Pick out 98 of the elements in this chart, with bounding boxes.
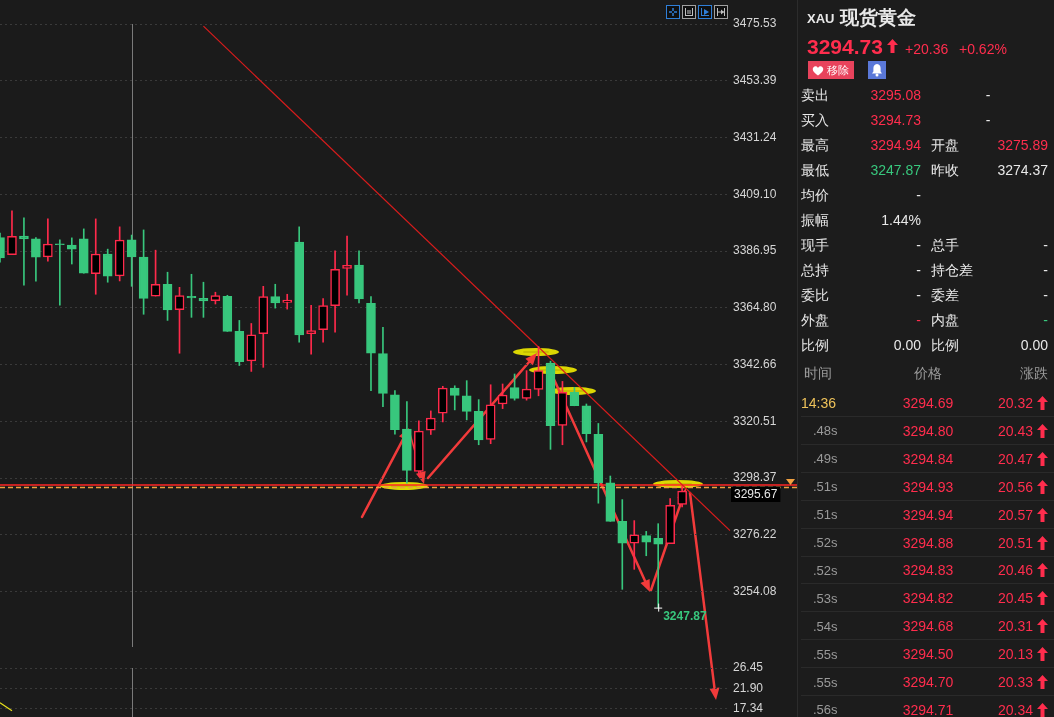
text: - (916, 311, 921, 329)
text: 比例 (931, 336, 959, 354)
text: 3294.88 (902, 533, 954, 552)
text: 买入 (801, 111, 829, 129)
text: 3294.80 (902, 421, 954, 440)
text: .48s (813, 422, 838, 440)
text: 3294.50 (902, 645, 954, 664)
text: 3247.87 (870, 161, 921, 179)
text: 0.00 (1020, 336, 1048, 354)
text: 20.46 (997, 561, 1033, 580)
text: 20.56 (997, 477, 1033, 496)
text: 持仓差 (931, 261, 973, 279)
text: +20.36 (905, 40, 949, 58)
y-tick-label: 3409.10 (733, 186, 777, 201)
text: .51s (813, 506, 838, 524)
text: 3275.89 (997, 136, 1048, 154)
text: 昨收 (931, 161, 959, 179)
text: 最高 (801, 136, 829, 154)
text: 3295.08 (870, 86, 921, 104)
text: 20.34 (997, 700, 1033, 717)
text: .55s (813, 673, 838, 691)
text: 价格 (914, 364, 942, 382)
ref-line-label: 3295.67 (734, 486, 778, 501)
text: 3294.94 (902, 505, 954, 524)
text: 20.57 (997, 505, 1033, 524)
text: 3294.68 (902, 617, 954, 636)
text: 20.31 (997, 617, 1033, 636)
text: 20.47 (997, 449, 1033, 468)
text: .54s (813, 617, 838, 635)
text: 现手 (801, 236, 829, 254)
text: 3294.70 (902, 673, 954, 691)
text: - (1043, 286, 1048, 304)
text: 20.32 (997, 394, 1033, 412)
text: 委比 (801, 286, 829, 304)
text: - (1043, 236, 1048, 254)
text: 内盘 (931, 311, 959, 329)
remove-button: 移除 (808, 61, 854, 79)
text: - (1043, 311, 1048, 329)
y-tick-label: 3320.51 (733, 413, 777, 428)
text: 振幅 (801, 211, 829, 229)
text: .53s (813, 589, 838, 607)
text: 20.51 (997, 533, 1033, 552)
text: 现货黄金 (840, 5, 916, 30)
text: 开盘 (931, 136, 959, 154)
text: 20.45 (997, 589, 1033, 608)
y-tick-label: 3453.39 (733, 73, 777, 88)
text: 3294.69 (902, 394, 954, 412)
text: 均价 (801, 186, 829, 204)
text: 比例 (801, 336, 829, 354)
text: .51s (813, 478, 838, 496)
text: - (916, 186, 921, 204)
text: 总持 (801, 261, 829, 279)
text: 3294.73 (807, 33, 883, 60)
y-tick-label: 3276.22 (733, 527, 777, 542)
text: 20.13 (997, 645, 1033, 664)
text: 14:36 (801, 394, 837, 412)
text: 时间 (804, 364, 832, 382)
text: 3274.37 (997, 161, 1048, 179)
y-tick-label: 3475.53 (733, 16, 777, 31)
text: 涨跌 (1020, 364, 1048, 382)
text: 20.43 (997, 421, 1033, 440)
text: XAU (807, 9, 835, 27)
text: - (985, 86, 991, 104)
text: 1.44% (881, 211, 921, 229)
text: 最低 (801, 161, 829, 179)
text: 外盘 (801, 311, 829, 329)
y-tick-label: 3364.80 (733, 300, 777, 315)
y-tick-label: 3431.24 (733, 129, 777, 144)
y-tick-label: 3342.66 (733, 356, 777, 371)
text: 3294.71 (902, 700, 954, 717)
text: .56s (813, 701, 838, 717)
text: - (985, 111, 991, 129)
text: - (1043, 261, 1048, 279)
text: - (916, 261, 921, 279)
text: .52s (813, 561, 838, 579)
y-tick-label: 3386.95 (733, 243, 777, 258)
text: .49s (813, 450, 838, 468)
text: .52s (813, 534, 838, 551)
text: 3294.73 (870, 111, 921, 129)
text: 3294.82 (902, 589, 954, 608)
y-tick-label: 21.90 (733, 680, 764, 695)
y-tick-label: 3254.08 (733, 583, 777, 598)
y-tick-label: 17.34 (733, 701, 764, 716)
y-tick-label: 26.45 (733, 660, 764, 675)
text: 20.33 (997, 673, 1033, 691)
text: 卖出 (801, 86, 829, 104)
text: 3294.93 (902, 477, 954, 496)
text: - (916, 286, 921, 304)
text: 3294.94 (870, 136, 921, 154)
text: 委差 (931, 286, 959, 304)
text: 3294.83 (902, 561, 954, 580)
text: +0.62% (959, 40, 1007, 58)
y-tick-label: 3298.37 (733, 470, 777, 485)
text: 0.00 (893, 336, 921, 354)
text: 3294.84 (902, 449, 954, 468)
text: .55s (813, 645, 838, 663)
text: - (916, 236, 921, 254)
text: 总手 (931, 236, 959, 254)
